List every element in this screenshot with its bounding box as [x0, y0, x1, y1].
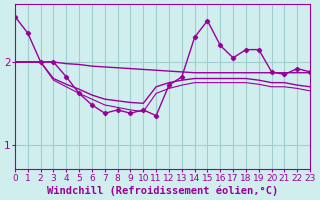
X-axis label: Windchill (Refroidissement éolien,°C): Windchill (Refroidissement éolien,°C)	[47, 185, 278, 196]
